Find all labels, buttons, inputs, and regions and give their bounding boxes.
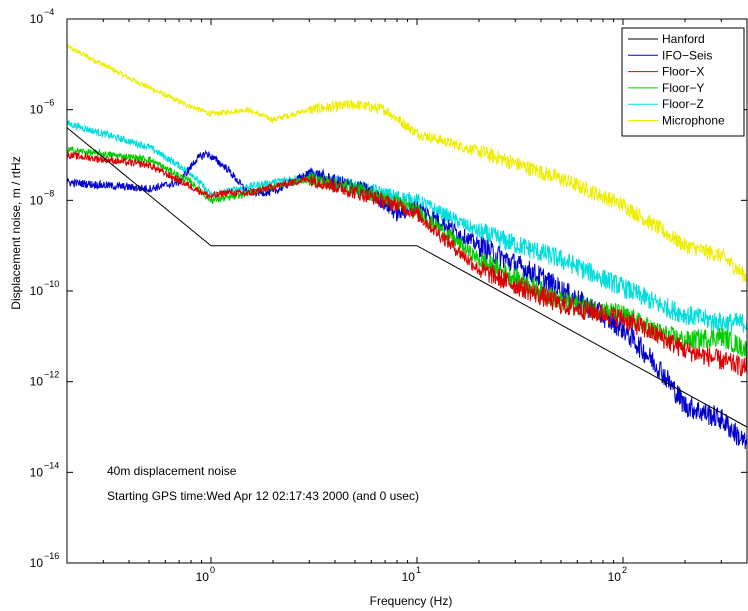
annotation-title: 40m displacement noise xyxy=(107,464,237,478)
series-line-floor-x xyxy=(66,151,748,377)
y-tick-label: 10 xyxy=(30,12,44,26)
x-tick-exponent: 2 xyxy=(622,565,627,575)
series-line-floor-y xyxy=(66,145,748,360)
series-line-microphone xyxy=(66,44,748,283)
series-line-floor-z xyxy=(66,120,748,333)
y-tick-exponent: −14 xyxy=(44,460,59,470)
y-tick-exponent: −12 xyxy=(44,370,59,380)
x-axis-label: Frequency (Hz) xyxy=(370,594,453,608)
y-tick-exponent: −16 xyxy=(44,551,59,561)
legend-label: Floor−Y xyxy=(662,81,704,95)
legend-label: Floor−Z xyxy=(662,97,704,111)
y-tick-exponent: −8 xyxy=(44,188,54,198)
y-tick-label: 10 xyxy=(30,375,44,389)
legend-label: Hanford xyxy=(662,32,705,46)
legend-box xyxy=(621,27,745,137)
legend: Hanford IFO−Seis Floor−X Floor−Y Floor−Z Micr… xyxy=(621,27,745,137)
x-tick-label: 10 xyxy=(402,570,416,584)
y-tick-label: 10 xyxy=(30,465,44,479)
legend-label: Microphone xyxy=(662,114,725,128)
x-tick-exponent: 1 xyxy=(416,565,421,575)
series-layer xyxy=(66,44,748,450)
y-tick-label: 10 xyxy=(30,193,44,207)
y-tick-exponent: −10 xyxy=(44,279,59,289)
x-tick-label: 10 xyxy=(196,570,210,584)
y-tick-label: 10 xyxy=(30,284,44,298)
legend-label: IFO−Seis xyxy=(662,48,712,62)
annotation-gps-time: Starting GPS time:Wed Apr 12 02:17:43 20… xyxy=(107,489,419,503)
y-tick-label: 10 xyxy=(30,103,44,117)
series-line-hanford xyxy=(66,127,748,428)
x-tick-exponent: 0 xyxy=(210,565,215,575)
legend-label: Floor−X xyxy=(662,65,704,79)
y-axis-label: Displacement noise, m / rtHz xyxy=(9,156,23,309)
x-tick-label: 10 xyxy=(608,570,622,584)
y-tick-exponent: −4 xyxy=(44,7,54,17)
y-tick-exponent: −6 xyxy=(44,98,54,108)
y-tick-label: 10 xyxy=(30,556,44,570)
